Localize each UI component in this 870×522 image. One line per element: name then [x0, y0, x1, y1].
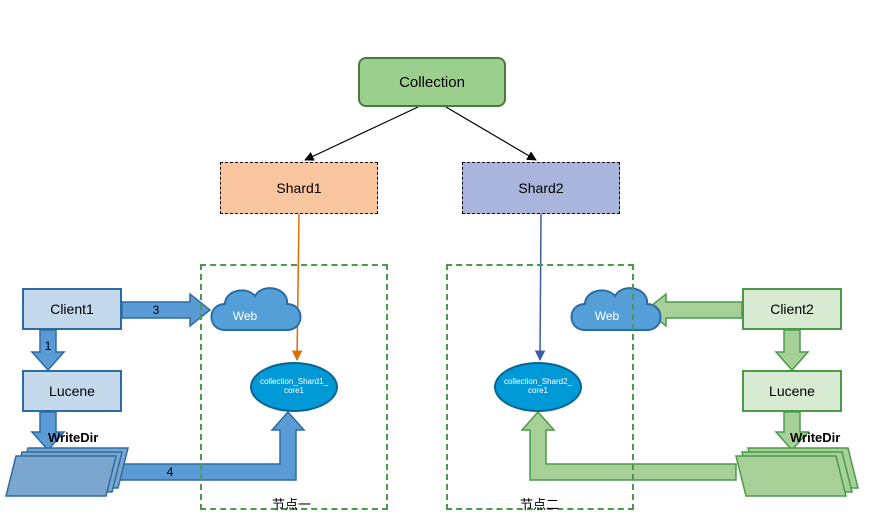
- core2-label: collection_Shard2_core1: [502, 378, 574, 396]
- stack2: [736, 448, 858, 496]
- edge-label-3: 3: [153, 303, 160, 317]
- edge-collection-shard1: [305, 107, 418, 160]
- region2-label: 节点二: [520, 494, 559, 513]
- region1-label: 节点一: [272, 494, 311, 513]
- shard1-node: Shard1: [220, 162, 378, 214]
- core1-node: collection_Shard1_core1: [250, 362, 338, 412]
- lucene2-node: Lucene: [742, 370, 842, 412]
- core1-label: collection_Shard1_core1: [258, 378, 330, 396]
- shard1-label: Shard1: [276, 180, 321, 196]
- client1-node: Client1: [22, 288, 122, 330]
- client2-label: Client2: [770, 301, 814, 317]
- lucene2-label: Lucene: [769, 383, 815, 399]
- edge-client1-lucene1: 1: [32, 330, 64, 370]
- lucene1-label: Lucene: [49, 383, 95, 399]
- edge-client2-lucene2: [776, 330, 808, 370]
- client1-label: Client1: [50, 301, 94, 317]
- shard2-label: Shard2: [518, 180, 563, 196]
- edge-collection-shard2: [446, 107, 536, 160]
- stack1: [6, 448, 128, 496]
- collection-node: Collection: [358, 57, 506, 107]
- edge-label-4: 4: [167, 465, 174, 479]
- edge-client1-web: 3: [122, 294, 210, 326]
- core2-node: collection_Shard2_core1: [494, 362, 582, 412]
- client2-node: Client2: [742, 288, 842, 330]
- writedir1-label: WriteDir: [48, 430, 98, 445]
- shard2-node: Shard2: [462, 162, 620, 214]
- lucene1-node: Lucene: [22, 370, 122, 412]
- collection-label: Collection: [399, 74, 465, 91]
- edge-label-1: 1: [45, 339, 52, 353]
- writedir2-label: WriteDir: [790, 430, 840, 445]
- edge-client2-web: [646, 294, 742, 326]
